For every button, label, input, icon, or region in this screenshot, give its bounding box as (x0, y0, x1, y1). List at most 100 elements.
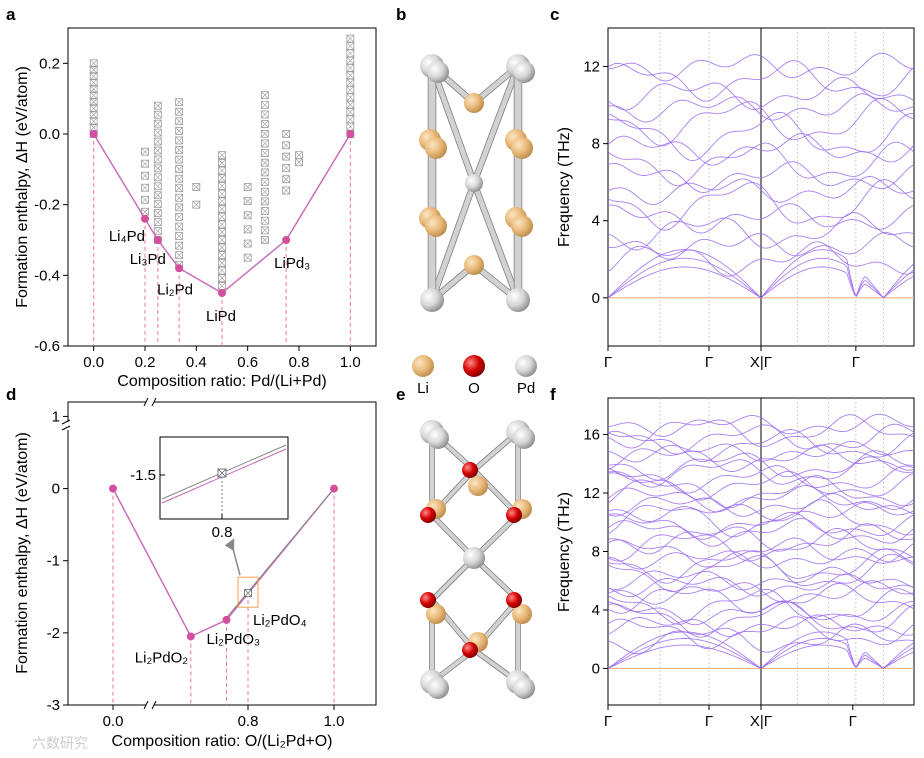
panel-d-hull-point (330, 484, 338, 493)
panel-a-xtick-label: 0.0 (83, 354, 104, 371)
panel-a-candidate-marker (282, 152, 291, 161)
candidate-cross (175, 222, 183, 231)
panel-a-candidate-marker (218, 274, 226, 283)
candidate-cross (218, 174, 226, 182)
panel-a-hull-point (282, 236, 291, 244)
panel-a-compound-label: Li₂Pd (157, 281, 193, 298)
candidate-box (243, 183, 252, 191)
panel-c-phonon-band (607, 212, 915, 251)
axis-break-slash (151, 700, 157, 710)
panel-a-candidate-marker (89, 59, 98, 68)
candidate-box (175, 203, 184, 212)
panel-a-candidate-marker (260, 216, 269, 225)
candidate-cross (243, 225, 252, 234)
li-atom (468, 476, 488, 496)
candidate-box (218, 235, 226, 244)
axis-break-gap (146, 702, 154, 708)
candidate-box (153, 173, 162, 182)
panel-d-ytick-label: -1 (47, 553, 60, 570)
panel-f-phonon-band (607, 517, 915, 547)
legend-li-swatch (412, 355, 434, 377)
candidate-box (282, 186, 291, 195)
candidate-cross (282, 130, 290, 138)
pd-atom (506, 288, 530, 312)
pd-atom (427, 427, 449, 449)
panel-c-phonon-band (607, 179, 915, 231)
panel-a-candidate-marker (89, 72, 98, 81)
candidate-box (218, 166, 226, 175)
panel-a-candidate-marker (243, 183, 252, 191)
atom-legend: Li O Pd (412, 355, 537, 397)
candidate-box (218, 258, 226, 267)
candidate-cross (261, 149, 269, 157)
panel-f-phonon-band (607, 548, 915, 584)
candidate-box (141, 183, 149, 192)
candidate-cross (218, 282, 226, 290)
candidate-box (243, 225, 252, 234)
panel-a-hull-point (141, 214, 149, 223)
li-atom (425, 215, 447, 237)
panel-a-candidate-marker (175, 232, 184, 240)
candidate-cross (243, 253, 252, 262)
legend-pd-label: Pd (517, 380, 535, 397)
panel-d-compound-label: Li₂PdO₄ (253, 612, 307, 629)
candidate-cross (261, 91, 269, 99)
panel-f-phonon-band (607, 502, 915, 522)
panel-a-candidate-marker (260, 158, 269, 167)
panel-c-phonon-band (607, 76, 915, 111)
candidate-box (175, 251, 184, 260)
panel-d-ytick-label: 1 (52, 408, 60, 425)
panel-a-candidate-marker (218, 228, 226, 237)
panel-d-hull-point (222, 615, 231, 624)
panel-a-candidate-marker (260, 139, 269, 148)
panel-e-crystal-structure (420, 420, 535, 699)
candidate-cross (89, 111, 98, 119)
panel-a-ytick-label: -0.6 (34, 338, 60, 355)
candidate-box (89, 72, 98, 81)
candidate-box (260, 216, 269, 225)
candidate-cross (154, 164, 162, 173)
candidate-cross (154, 173, 162, 182)
panel-f-phonon-band (607, 423, 915, 455)
panel-a-candidate-marker (346, 86, 355, 94)
candidate-cross (282, 175, 290, 183)
candidate-cross (261, 168, 269, 177)
panel-a-candidate-marker (153, 110, 162, 119)
candidate-box (243, 253, 252, 262)
panel-a-candidate-marker (153, 119, 162, 128)
panel-d-zoom-box (237, 576, 259, 608)
panel-d-hull-chart: 0.0 0.8 1.0 -3 -2 -1 0 1 Li₂PdO₂ Li₂PdO₃ Li₂PdO₄ -1… (14, 397, 377, 750)
panel-a-candidate-marker (346, 122, 355, 131)
panel-f-phonon-band (607, 548, 914, 570)
candidate-box (153, 137, 162, 146)
candidate-box (260, 149, 269, 157)
panel-f-phonon-band (607, 413, 915, 437)
panel-a-candidate-marker (175, 155, 184, 164)
pd-pd-bond (429, 63, 477, 186)
panel-a-compound-label: LiPd (206, 308, 236, 325)
panel-a-candidate-marker (218, 266, 226, 275)
candidate-cross (141, 159, 149, 168)
candidate-cross (175, 127, 183, 135)
candidate-cross (218, 259, 226, 267)
panel-a-hull-chart: 0.0 0.2 0.4 0.6 0.8 1.0 -0.6 -0.4 -0.2 0.0 0.2 Li₄P… (14, 27, 377, 390)
candidate-cross (346, 115, 355, 124)
panel-a-candidate-marker (260, 207, 269, 215)
candidate-cross (218, 159, 226, 167)
panel-a-candidate-marker (153, 227, 162, 235)
candidate-box (243, 211, 252, 220)
panel-c-kpoint-label: X|Γ (750, 354, 772, 371)
panel-a-candidate-marker (243, 253, 252, 262)
panel-f-kpoint-label: Γ (849, 713, 857, 730)
panel-label-d: d (6, 385, 16, 404)
candidate-box (282, 152, 291, 161)
candidate-cross (154, 200, 162, 208)
panel-label-f: f (550, 385, 556, 404)
candidate-cross (346, 34, 355, 43)
panel-a-candidate-marker (260, 187, 269, 196)
panel-d-hull-line (112, 488, 335, 638)
candidate-cross (154, 218, 162, 226)
candidate-box (89, 65, 98, 74)
candidate-cross (218, 182, 226, 190)
panel-f-phonon-band (607, 582, 915, 614)
